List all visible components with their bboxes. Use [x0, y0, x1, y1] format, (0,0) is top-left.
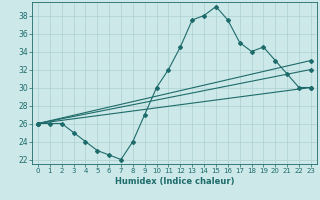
X-axis label: Humidex (Indice chaleur): Humidex (Indice chaleur): [115, 177, 234, 186]
